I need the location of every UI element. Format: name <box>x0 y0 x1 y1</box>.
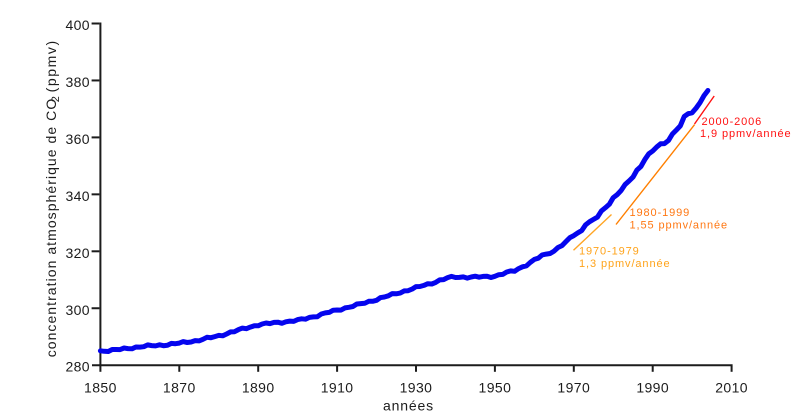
svg-text:1,9 ppmv/année: 1,9 ppmv/année <box>700 128 792 140</box>
svg-text:1890: 1890 <box>242 380 275 396</box>
svg-text:2010: 2010 <box>715 380 748 396</box>
svg-text:360: 360 <box>65 131 90 147</box>
svg-text:1980-1999: 1980-1999 <box>630 207 691 219</box>
svg-text:400: 400 <box>65 17 90 33</box>
svg-text:280: 280 <box>65 359 90 375</box>
svg-text:1,55 ppmv/année: 1,55 ppmv/année <box>630 219 729 231</box>
svg-text:300: 300 <box>65 302 90 318</box>
svg-text:concentration atmosphérique de: concentration atmosphérique de CO2(ppmv) <box>43 39 62 357</box>
svg-text:1990: 1990 <box>636 380 669 396</box>
svg-text:1950: 1950 <box>479 380 512 396</box>
svg-text:380: 380 <box>65 74 90 90</box>
svg-text:1910: 1910 <box>321 380 354 396</box>
svg-text:1850: 1850 <box>84 380 117 396</box>
svg-text:1870: 1870 <box>163 380 196 396</box>
svg-text:2000-2006: 2000-2006 <box>702 116 763 128</box>
svg-text:340: 340 <box>65 188 90 204</box>
svg-text:1970: 1970 <box>557 380 590 396</box>
svg-text:1,3 ppmv/année: 1,3 ppmv/année <box>579 258 671 270</box>
svg-text:années: années <box>383 397 434 413</box>
svg-text:320: 320 <box>65 245 90 261</box>
svg-text:1930: 1930 <box>400 380 433 396</box>
svg-text:1970-1979: 1970-1979 <box>579 246 640 258</box>
